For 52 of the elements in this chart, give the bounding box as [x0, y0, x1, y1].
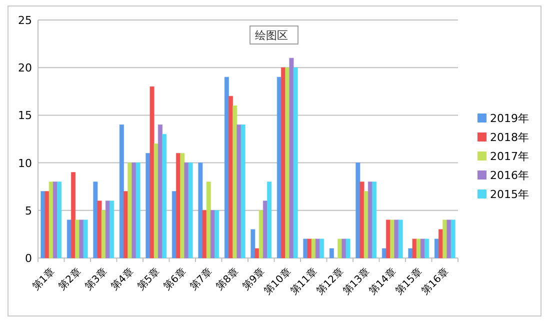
- bar: [254, 248, 260, 258]
- bar: [70, 172, 76, 258]
- bar: [240, 124, 246, 258]
- bar: [83, 220, 88, 258]
- bar: [56, 182, 62, 258]
- bar: [319, 238, 324, 258]
- bar: [250, 229, 256, 258]
- bar: [356, 162, 360, 258]
- annotation: 绘图区: [255, 29, 288, 42]
- bar: [97, 200, 102, 258]
- bar: [307, 238, 312, 258]
- bar: [136, 162, 140, 258]
- bar: [329, 248, 334, 258]
- x-tick-label: 第4章: [108, 266, 136, 293]
- y-tick-label: 10: [18, 156, 32, 170]
- bar: [119, 124, 124, 258]
- legend-label: 2018年: [490, 131, 529, 144]
- bar: [150, 86, 154, 258]
- x-tick-label: 第1章: [30, 266, 58, 293]
- bar: [109, 200, 114, 258]
- legend-label: 2016年: [490, 169, 529, 182]
- bar: [188, 162, 193, 258]
- legend-label: 2015年: [490, 188, 529, 201]
- legend-label: 2019年: [490, 112, 529, 125]
- y-tick-label: 20: [18, 62, 32, 75]
- x-tick-label: 第2章: [56, 266, 84, 293]
- legend-label: 2017年: [490, 150, 529, 163]
- y-tick-label: 15: [18, 109, 32, 122]
- bar: [202, 210, 207, 258]
- y-tick-label: 25: [18, 14, 32, 27]
- x-tick-label: 第5章: [135, 266, 162, 293]
- bar: [424, 238, 430, 258]
- bar: [214, 210, 220, 258]
- bar: [450, 220, 456, 258]
- bar: [93, 182, 98, 258]
- x-tick-label: 第3章: [82, 266, 110, 293]
- y-tick-label: 5: [25, 204, 32, 218]
- bar: [198, 162, 203, 258]
- bar: [266, 182, 272, 258]
- y-tick-label: 0: [25, 252, 32, 265]
- bar: [398, 220, 403, 258]
- bar: [346, 238, 350, 258]
- x-tick-label: 第6章: [161, 266, 188, 293]
- bar: [360, 182, 364, 258]
- bar: [206, 182, 211, 258]
- bar: [44, 191, 50, 258]
- bar: [412, 238, 417, 258]
- bar: [372, 182, 377, 258]
- bar: [293, 67, 298, 258]
- x-tick-label: 第8章: [214, 266, 241, 293]
- x-tick-label: 第7章: [188, 266, 215, 293]
- bar: [162, 134, 167, 258]
